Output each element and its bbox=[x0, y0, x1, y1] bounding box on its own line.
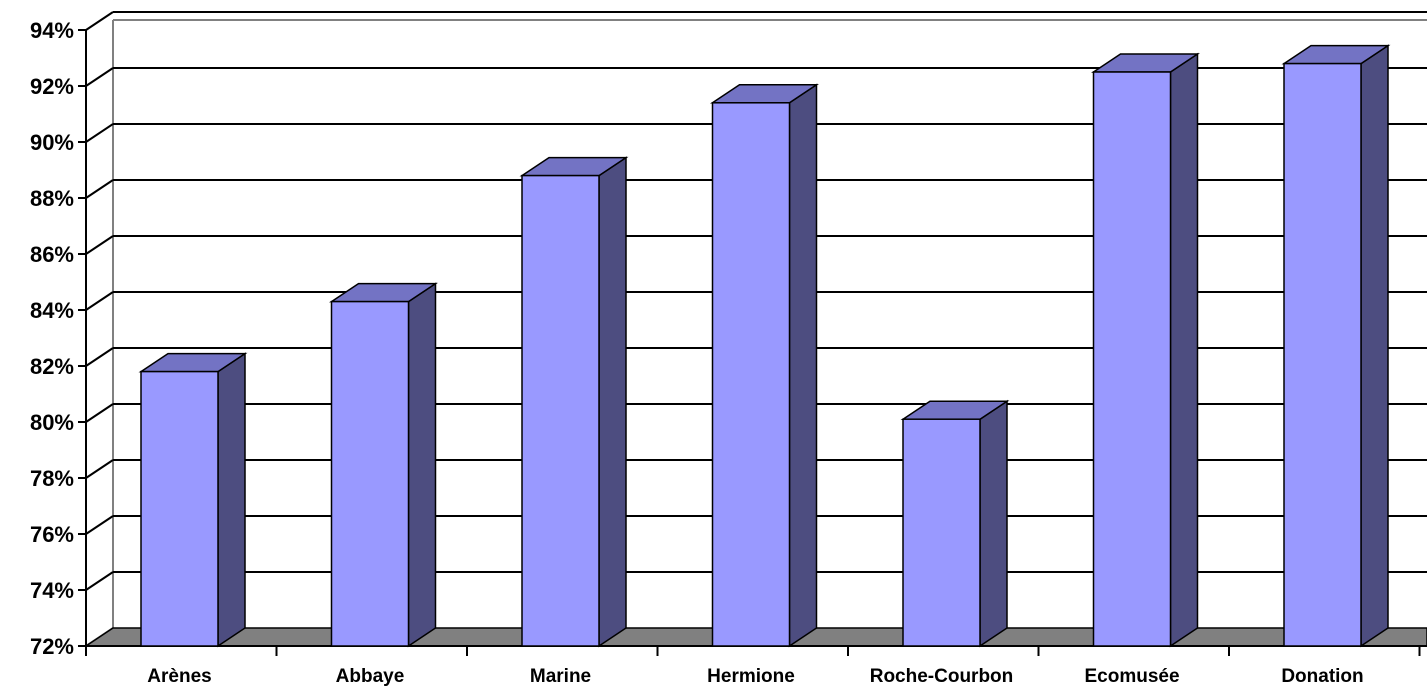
y-tick-label: 82% bbox=[30, 354, 74, 379]
bar-side bbox=[407, 282, 437, 648]
y-tick-label: 74% bbox=[30, 578, 74, 603]
bar-abbaye bbox=[329, 282, 438, 648]
x-tick-label: Roche-Courbon bbox=[870, 666, 1014, 687]
gridline-depth bbox=[85, 571, 114, 591]
bar-front bbox=[140, 370, 219, 647]
bar-side bbox=[598, 156, 627, 648]
gridline-depth bbox=[85, 67, 114, 87]
bar-front bbox=[711, 102, 791, 647]
bar-front bbox=[902, 418, 981, 647]
x-axis: Arènes Abbaye Marine Hermione Roche-Courbon E… bbox=[85, 645, 1427, 687]
x-tick-label: Abbaye bbox=[336, 666, 405, 687]
y-tick-label: 72% bbox=[30, 634, 74, 659]
bars bbox=[138, 44, 1391, 648]
gridline-depth bbox=[85, 347, 114, 367]
x-tick-label: Hermione bbox=[707, 666, 795, 687]
bar-side bbox=[217, 352, 246, 648]
gridline-depth bbox=[85, 291, 114, 311]
gridline-depth bbox=[85, 11, 114, 31]
bar-marine bbox=[519, 156, 629, 648]
y-tick-label: 80% bbox=[30, 410, 74, 435]
y-tick-label: 90% bbox=[30, 130, 74, 155]
x-tick-label: Ecomusée bbox=[1084, 666, 1179, 687]
bar-front bbox=[1283, 62, 1362, 647]
y-axis: 72% 74% 76% 78% 80% 82% 84% 86% 88% 90% 92% 94% bbox=[30, 18, 87, 659]
back-wall-left-edge bbox=[85, 20, 114, 647]
y-tick-label: 94% bbox=[30, 18, 74, 43]
gridline-depth bbox=[85, 123, 114, 143]
x-tick-label: Arènes bbox=[147, 666, 211, 687]
y-tick-label: 88% bbox=[30, 186, 74, 211]
gridline-depth bbox=[85, 459, 114, 479]
gridline-depth bbox=[85, 403, 114, 423]
bar-roche-courbon bbox=[900, 399, 1010, 648]
y-tick-label: 76% bbox=[30, 522, 74, 547]
bar-ar-nes bbox=[138, 352, 248, 648]
bar-front bbox=[521, 174, 600, 647]
x-tick-label: Donation bbox=[1281, 666, 1363, 687]
y-tick-label: 86% bbox=[30, 242, 74, 267]
bar-hermione bbox=[710, 83, 819, 648]
y-tick-label: 92% bbox=[30, 74, 74, 99]
bar-side bbox=[1360, 44, 1389, 648]
y-tick-label: 78% bbox=[30, 466, 74, 491]
bar-front bbox=[330, 300, 410, 647]
gridline-depth bbox=[85, 235, 114, 255]
y-tick-label: 84% bbox=[30, 298, 74, 323]
bar-side bbox=[979, 399, 1008, 648]
bar-front bbox=[1092, 71, 1172, 647]
bar-side bbox=[1169, 52, 1199, 648]
bar-ecomus-e bbox=[1091, 52, 1200, 648]
bar-side bbox=[788, 83, 818, 648]
bar-donation bbox=[1281, 44, 1391, 648]
gridline-depth bbox=[85, 179, 114, 199]
gridline-depth bbox=[85, 515, 114, 535]
x-tick-label: Marine bbox=[530, 666, 591, 687]
